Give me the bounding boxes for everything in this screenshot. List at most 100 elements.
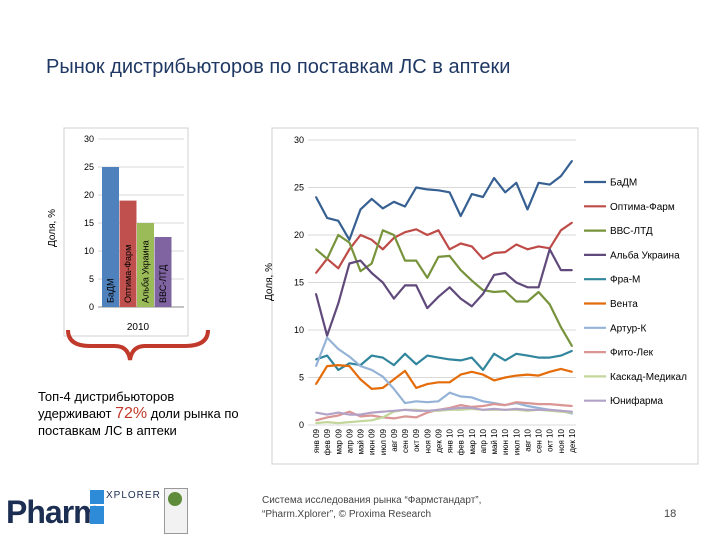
line-point xyxy=(326,336,329,339)
line-point xyxy=(493,407,495,410)
line-point xyxy=(370,262,373,265)
line-point xyxy=(526,354,529,357)
line-point xyxy=(482,196,484,198)
bar-chart-y-axis-label: Доля, % xyxy=(47,209,58,247)
line-y-tick-label: 10 xyxy=(294,325,304,335)
line-point xyxy=(348,355,351,358)
line-point xyxy=(537,403,540,405)
line-point xyxy=(448,255,451,257)
line-y-tick-label: 0 xyxy=(299,420,304,430)
line-point xyxy=(571,370,573,373)
bar-3 xyxy=(137,223,154,307)
line-point xyxy=(515,407,518,410)
line-point xyxy=(326,413,329,416)
line-point xyxy=(482,257,484,260)
line-point xyxy=(404,284,406,287)
line-point xyxy=(370,419,373,422)
legend-label: Каскад-Медикал xyxy=(610,372,687,383)
line-chart-grid xyxy=(308,139,576,426)
line-point xyxy=(571,221,573,224)
line-point xyxy=(381,207,384,210)
line-series-4 xyxy=(314,248,572,337)
line-x-tick-label: дек 10 xyxy=(568,428,577,452)
line-point xyxy=(381,387,384,389)
bar-y-tick-label: 20 xyxy=(84,190,94,200)
line-point xyxy=(370,369,373,371)
line-point xyxy=(415,387,418,389)
line-chart-legend: БаДМ Оптима-Фарм ВВС-ЛТД Альба Украина Фра-М… xyxy=(584,178,687,407)
line-y-tick-label: 15 xyxy=(294,278,304,288)
line-point xyxy=(370,388,373,390)
line-point xyxy=(415,363,418,366)
line-point xyxy=(493,177,495,179)
line-point xyxy=(537,291,540,293)
line-point xyxy=(448,191,451,194)
line-point xyxy=(393,409,395,412)
line-point xyxy=(348,421,351,424)
line-point xyxy=(337,414,340,417)
brace-icon xyxy=(66,329,210,361)
line-point xyxy=(326,416,329,419)
line-point xyxy=(571,350,573,352)
line-point xyxy=(348,413,351,416)
line-point xyxy=(415,400,418,403)
line-point xyxy=(537,286,540,289)
line-point xyxy=(404,415,406,418)
legend-label: Фито-Лек xyxy=(610,348,654,359)
line-point xyxy=(426,383,429,386)
line-point xyxy=(315,196,317,198)
line-point xyxy=(459,373,462,376)
line-point xyxy=(559,354,562,357)
line-point xyxy=(504,404,507,406)
line-chart-y-axis-label: Доля, % xyxy=(264,263,275,301)
logo-sub-text: XPLORER xyxy=(106,490,161,501)
line-chart-x-ticks: янв 09 фев 09 мар 09 апр 09 май 09 июн 09 июл … xyxy=(312,428,577,455)
line-point xyxy=(559,269,562,272)
line-point xyxy=(326,257,329,260)
line-chart-series xyxy=(314,160,573,425)
line-chart-y-ticks: 0 5 10 15 20 25 30 xyxy=(294,135,304,430)
line-point xyxy=(482,405,484,407)
line-point xyxy=(381,375,384,378)
line-point xyxy=(548,370,551,373)
legend-label: Вента xyxy=(610,299,638,310)
bar-chart-bars xyxy=(102,167,172,307)
line-point xyxy=(359,415,362,418)
line-point xyxy=(426,234,429,236)
bar-category-label: ВВС-ЛТД xyxy=(158,265,168,303)
line-point xyxy=(571,410,573,413)
line-point xyxy=(415,228,418,231)
legend-label: Артур-К xyxy=(610,323,646,334)
line-point xyxy=(393,234,395,236)
line-point xyxy=(348,262,351,265)
line-point xyxy=(470,407,473,409)
line-point xyxy=(548,248,551,251)
line-point xyxy=(381,248,384,251)
bar-y-tick-label: 25 xyxy=(84,162,94,172)
line-x-tick-label: окт 09 xyxy=(412,428,421,451)
line-point xyxy=(315,358,317,361)
line-point xyxy=(326,217,329,219)
line-point xyxy=(326,334,329,337)
line-x-tick-label: сен 09 xyxy=(401,428,410,453)
line-series-1 xyxy=(315,160,573,241)
bar-category-label: Альба Украина xyxy=(141,240,151,303)
bar-chart-bar-labels: БаДМ Оптима-Фарм Альба Украина ВВС-ЛТД xyxy=(106,240,169,303)
line-x-tick-label: фев 10 xyxy=(457,428,466,455)
line-point xyxy=(459,407,462,409)
line-point xyxy=(370,354,373,357)
line-point xyxy=(426,401,429,404)
callout-text: Топ-4 дистрибьюторов удерживают 72% доли… xyxy=(38,388,243,439)
page-number: 18 xyxy=(664,508,677,520)
line-x-tick-label: май 10 xyxy=(490,428,499,454)
line-point xyxy=(537,374,540,377)
line-x-tick-label: дек 09 xyxy=(434,428,443,452)
line-point xyxy=(448,407,451,410)
legend-label: Фра-М xyxy=(610,275,640,286)
line-point xyxy=(537,407,540,409)
line-point xyxy=(459,297,462,300)
bar-y-tick-label: 30 xyxy=(84,134,94,144)
line-point xyxy=(426,307,429,310)
line-point xyxy=(459,215,462,217)
line-point xyxy=(493,352,495,355)
